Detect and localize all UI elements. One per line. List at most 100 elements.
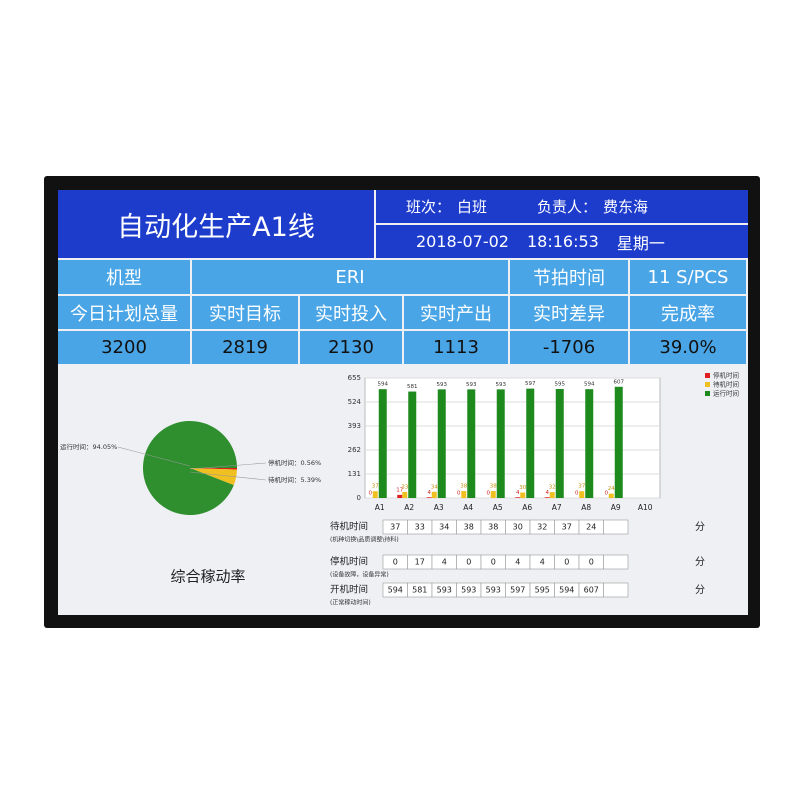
cell-value: 24: [586, 523, 596, 532]
table-cell: [603, 582, 629, 598]
value-label: 34: [431, 484, 438, 490]
pie-label: 运行时间：94.05%: [60, 442, 117, 451]
cell-value: 37: [562, 523, 572, 532]
info-cell: 11 S/PCS: [630, 260, 746, 294]
cell-value: 594: [559, 586, 574, 595]
value-label: 607: [614, 379, 625, 385]
row-label: 开机时间: [330, 584, 368, 596]
info-value: 3200: [58, 331, 190, 364]
value-label: 593: [466, 382, 477, 388]
legend-label: 运行时间: [713, 389, 739, 398]
info-value: 1113: [404, 331, 508, 364]
bar: [608, 493, 614, 498]
value-label: 4: [428, 490, 432, 496]
bar: [585, 389, 594, 498]
info-value: -1706: [510, 331, 628, 364]
row-note: (正常稼动时间): [330, 599, 371, 607]
pie-slice: [190, 468, 237, 486]
x-tick-label: A2: [404, 503, 414, 512]
bar: [544, 497, 550, 498]
lower-panel: 运行时间：94.05% 停机时间：0.56% 待机时间：5.39% 综合稼动率 0 131…: [60, 371, 739, 607]
value-label: 594: [584, 382, 595, 388]
row-label: 停机时间: [330, 556, 368, 568]
cell-value: 594: [388, 586, 403, 595]
cell-value: 34: [439, 523, 449, 532]
table-cell: [603, 554, 629, 570]
cell-value: 37: [390, 523, 400, 532]
row-note: (机种切换\品质调整\待料): [330, 536, 399, 544]
bar: [549, 492, 555, 498]
legend-label: 待机时间: [713, 380, 739, 389]
header-datetime: 2018-07-02 18:16:53 星期一: [376, 225, 748, 258]
bar: [526, 388, 535, 498]
cell-value: 0: [589, 558, 594, 567]
cell-value: 0: [393, 558, 398, 567]
cell-value: 593: [437, 586, 452, 595]
y-tick-label: 524: [348, 398, 362, 406]
value-label: 595: [555, 381, 566, 387]
bar: [402, 491, 408, 498]
value-label: 24: [608, 486, 615, 492]
y-tick-label: 262: [348, 446, 361, 454]
info-value: 39.0%: [630, 331, 746, 364]
bar: [614, 386, 623, 498]
time: 18:16:53: [526, 232, 599, 251]
value-label: 0: [369, 491, 373, 497]
cell-value: 4: [515, 558, 520, 567]
value-label: 0: [605, 491, 609, 497]
value-label: 0: [457, 491, 461, 497]
value-label: 597: [525, 381, 536, 387]
cell-value: 593: [486, 586, 501, 595]
cell-value: 17: [415, 558, 425, 567]
x-tick-label: A5: [493, 503, 503, 512]
value-label: 4: [516, 490, 520, 496]
cell-value: 0: [466, 558, 471, 567]
table-cell: [603, 519, 629, 535]
info-label: 完成率: [630, 296, 746, 329]
x-tick-label: A4: [463, 503, 473, 512]
x-tick-label: A1: [375, 503, 385, 512]
info-label: 实时目标: [192, 296, 298, 329]
value-label: 594: [378, 382, 389, 388]
bar: [397, 494, 403, 498]
cell-value: 38: [488, 523, 498, 532]
bar: [437, 389, 446, 498]
row-unit: 分: [695, 521, 705, 533]
info-cell: ERI: [192, 260, 508, 294]
value-label: 33: [401, 484, 408, 490]
owner: 费东海: [603, 198, 649, 216]
value-label: 0: [487, 491, 491, 497]
value-label: 37: [372, 484, 379, 490]
value-label: 37: [578, 484, 585, 490]
x-tick-label: A9: [611, 503, 621, 512]
legend-swatch: [705, 382, 710, 387]
cell-value: 607: [584, 586, 599, 595]
y-tick-label: 393: [348, 422, 361, 430]
info-label: 实时投入: [300, 296, 402, 329]
info-cell: 节拍时间: [510, 260, 628, 294]
row-note: (设备故障，设备异常): [330, 571, 389, 579]
value-label: 593: [437, 382, 448, 388]
pie-slice: [143, 420, 237, 515]
cell-value: 4: [540, 558, 545, 567]
x-tick-label: A3: [434, 503, 444, 512]
weekday: 星期一: [616, 233, 665, 253]
shift: 白班: [457, 198, 488, 216]
value-label: 0: [575, 491, 579, 497]
value-label: 593: [496, 382, 507, 388]
x-tick-label: A7: [552, 503, 562, 512]
row-unit: 分: [695, 556, 705, 568]
bar: [408, 391, 417, 498]
bar: [515, 497, 521, 498]
cell-value: 581: [412, 586, 427, 595]
pie-label: 停机时间：0.56%: [268, 458, 321, 467]
bar: [555, 388, 564, 498]
bar: [461, 491, 467, 498]
cell-value: 38: [464, 523, 474, 532]
bar: [496, 389, 505, 498]
owner-label: 负责人：: [537, 198, 598, 216]
cell-value: 593: [461, 586, 476, 595]
bar: [431, 491, 437, 498]
info-label: 实时产出: [404, 296, 508, 329]
